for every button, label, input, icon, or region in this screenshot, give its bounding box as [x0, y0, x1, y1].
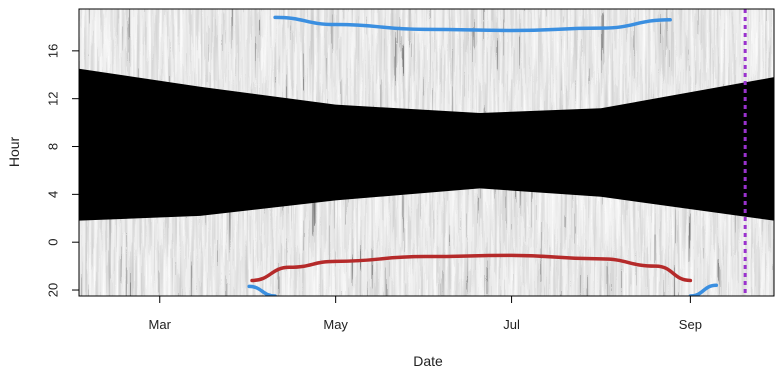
- x-tick-label-0: Mar: [149, 317, 172, 332]
- series-curve-0: [273, 15, 672, 33]
- plot-region: [79, 9, 774, 296]
- night-band: [79, 68, 774, 221]
- y-axis-title: Hour: [6, 136, 22, 167]
- y-tick-label-1: 0: [45, 239, 60, 246]
- y-tick-label-3: 8: [45, 143, 60, 150]
- y-tick-label-2: 4: [45, 191, 60, 198]
- y-tick-label-5: 16: [45, 44, 60, 58]
- plot-frame: [78, 8, 775, 297]
- series-curve-3: [250, 253, 693, 283]
- night-band-layer: [79, 68, 774, 221]
- axes-layer: Mar May Jul Sep 20 0 4 8 12 16: [45, 44, 702, 332]
- y-tick-label-0: 20: [45, 283, 60, 297]
- x-tick-label-1: May: [323, 317, 348, 332]
- x-axis-title: Date: [413, 353, 443, 369]
- y-tick-label-4: 12: [45, 91, 60, 105]
- x-tick-label-2: Jul: [503, 317, 520, 332]
- x-tick-label-3: Sep: [679, 317, 702, 332]
